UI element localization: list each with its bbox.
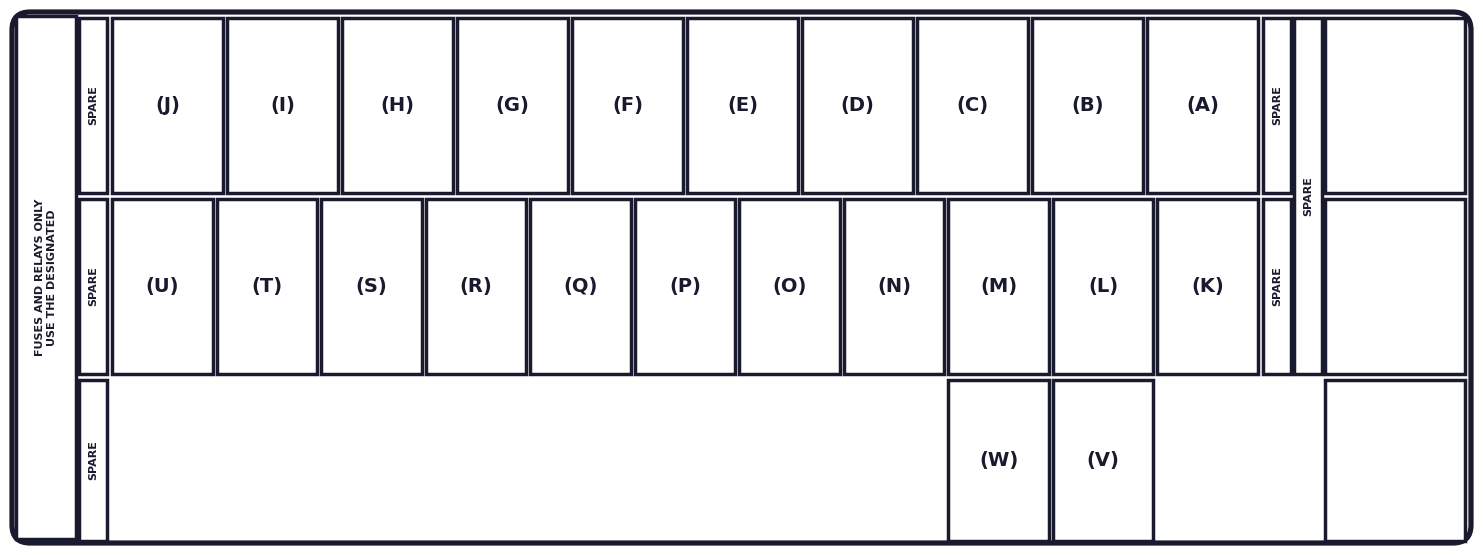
Text: (A): (A) [1186,96,1219,115]
Text: SPARE: SPARE [1304,176,1312,216]
Text: (I): (I) [270,96,295,115]
Bar [802,18,914,193]
Bar [113,18,222,193]
Text: SPARE: SPARE [87,441,98,481]
Text: (G): (G) [495,96,529,115]
Text: (K): (K) [1191,277,1223,296]
Text: SPARE: SPARE [87,266,98,306]
Bar [79,18,107,193]
Text: (S): (S) [356,277,387,296]
Bar [916,18,1028,193]
Bar [1157,199,1258,374]
Bar [1295,18,1321,374]
Bar [531,199,630,374]
Bar [739,199,839,374]
Text: FUSES AND RELAYS ONLY
USE THE DESIGNATED: FUSES AND RELAYS ONLY USE THE DESIGNATED [36,199,56,356]
Text: (M): (M) [980,277,1017,296]
Text: (B): (B) [1071,96,1103,115]
Text: (P): (P) [669,277,701,296]
Bar [1032,18,1143,193]
Bar [1324,18,1465,193]
FancyBboxPatch shape [12,12,1471,543]
Bar [844,199,945,374]
Text: (H): (H) [381,96,415,115]
Text: (E): (E) [727,96,758,115]
Bar [1053,199,1154,374]
Bar [1264,18,1292,193]
Bar [343,18,452,193]
Bar [79,199,107,374]
Text: (T): (T) [251,277,282,296]
Text: (Q): (Q) [564,277,598,296]
Text: (C): (C) [957,96,989,115]
Text: SPARE: SPARE [1272,266,1281,306]
Bar [635,199,736,374]
Bar [113,199,212,374]
Bar [1324,199,1465,374]
Bar [1264,199,1292,374]
Text: (L): (L) [1089,277,1118,296]
Bar [687,18,798,193]
Text: (V): (V) [1087,451,1120,470]
Text: SPARE: SPARE [87,85,98,125]
Bar [572,18,684,193]
Text: (N): (N) [876,277,911,296]
Bar [948,199,1048,374]
Bar [1324,380,1465,541]
Text: (J): (J) [156,96,179,115]
Text: SPARE: SPARE [1272,85,1281,125]
Bar [426,199,526,374]
Text: (U): (U) [145,277,179,296]
Text: (R): (R) [460,277,492,296]
Bar [948,380,1048,541]
Text: (D): (D) [841,96,875,115]
Bar [16,16,76,539]
Bar [79,380,107,541]
Bar [322,199,421,374]
Bar [217,199,317,374]
Bar [227,18,338,193]
Text: (W): (W) [979,451,1019,470]
Text: (F): (F) [612,96,644,115]
Text: (O): (O) [773,277,807,296]
Bar [457,18,568,193]
Bar [1053,380,1154,541]
Bar [1146,18,1258,193]
